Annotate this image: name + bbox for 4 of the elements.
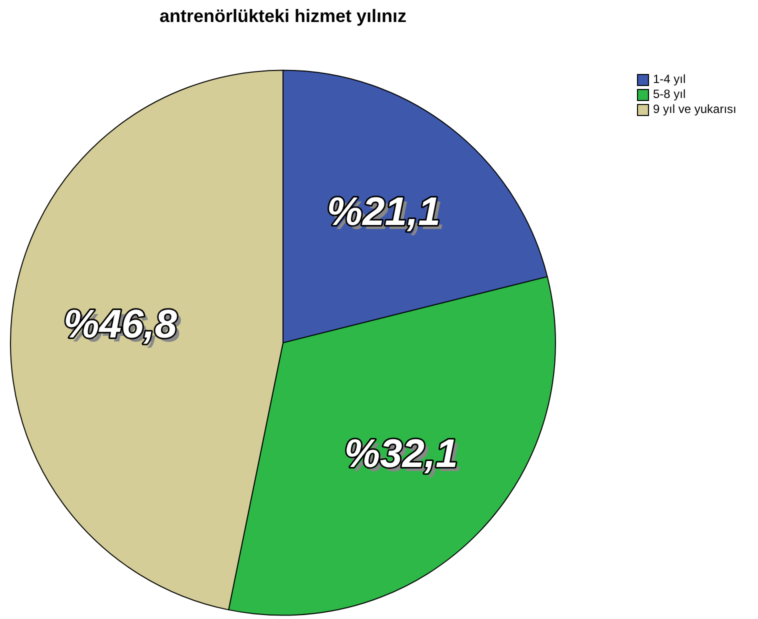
legend-label: 5-8 yıl [653,87,686,102]
legend-label: 1-4 yıl [653,72,686,87]
chart-title: antrenörlükteki hizmet yılınız [159,6,407,26]
legend-label: 9 yıl ve yukarısı [653,102,736,117]
